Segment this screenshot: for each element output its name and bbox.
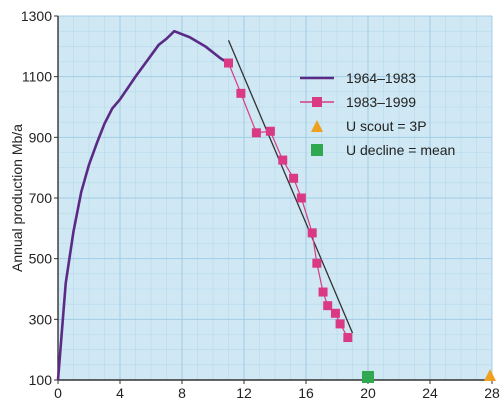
legend-swatch-square xyxy=(311,144,323,156)
y-tick-label: 700 xyxy=(29,190,53,206)
series xyxy=(56,29,496,383)
series-1983-1999-marker xyxy=(278,155,288,165)
legend-label: U decline = mean xyxy=(346,142,455,158)
series-1983-1999-marker xyxy=(265,126,275,136)
series-1983-1999-marker xyxy=(318,287,328,297)
x-tick-label: 0 xyxy=(54,385,62,401)
y-tick-label: 500 xyxy=(29,251,53,267)
x-tick-label: 16 xyxy=(298,385,314,401)
legend-item: U decline = mean xyxy=(311,142,455,158)
x-tick-label: 8 xyxy=(178,385,186,401)
legend: 1964–1983 1983–1999 U scout = 3P U decline … xyxy=(300,70,455,158)
legend-label: 1964–1983 xyxy=(346,70,416,86)
series-1964-1983-line xyxy=(56,29,230,381)
x-tick-label: 20 xyxy=(360,385,376,401)
y-tick-label: 1300 xyxy=(21,8,52,24)
series-1983-1999-marker xyxy=(224,58,233,68)
trend-line xyxy=(227,40,354,334)
series-1983-1999-marker xyxy=(296,193,306,203)
legend-swatch-triangle xyxy=(311,120,323,132)
y-tick-label: 900 xyxy=(29,129,53,145)
series-1983-1999-marker xyxy=(289,173,299,183)
y-tick-label: 1100 xyxy=(22,69,52,85)
u-decline-marker xyxy=(362,370,374,383)
legend-swatch-marker xyxy=(312,97,322,107)
legend-item: 1964–1983 xyxy=(300,70,416,86)
x-tick-label: 28 xyxy=(484,385,500,401)
series-1983-1999-marker xyxy=(330,308,340,318)
series-1983-1999-marker xyxy=(251,128,261,138)
series-1983-1999-marker xyxy=(323,301,333,311)
y-tick-label: 100 xyxy=(29,372,53,388)
legend-item: U scout = 3P xyxy=(311,118,427,134)
u-scout-marker xyxy=(484,368,496,381)
x-tick-label: 12 xyxy=(236,385,252,401)
y-tick-label: 300 xyxy=(29,311,53,327)
y-axis-label: Annual production Mb/a xyxy=(9,124,25,272)
series-1983-1999-marker xyxy=(343,333,353,343)
legend-label: 1983–1999 xyxy=(346,94,416,110)
series-1983-1999-marker xyxy=(236,88,246,98)
x-tick-label: 4 xyxy=(116,385,124,401)
legend-item: 1983–1999 xyxy=(300,94,416,110)
grid-lines xyxy=(57,15,493,381)
legend-label: U scout = 3P xyxy=(346,118,427,134)
series-1983-1999-marker xyxy=(307,228,317,238)
series-1983-1999-marker xyxy=(312,258,322,268)
tick-labels: 0 4 8 12 16 20 24 28 100 300 500 700 900 1100 1300 xyxy=(21,8,500,401)
series-1983-1999-marker xyxy=(335,319,345,329)
x-tick-label: 24 xyxy=(422,385,438,401)
